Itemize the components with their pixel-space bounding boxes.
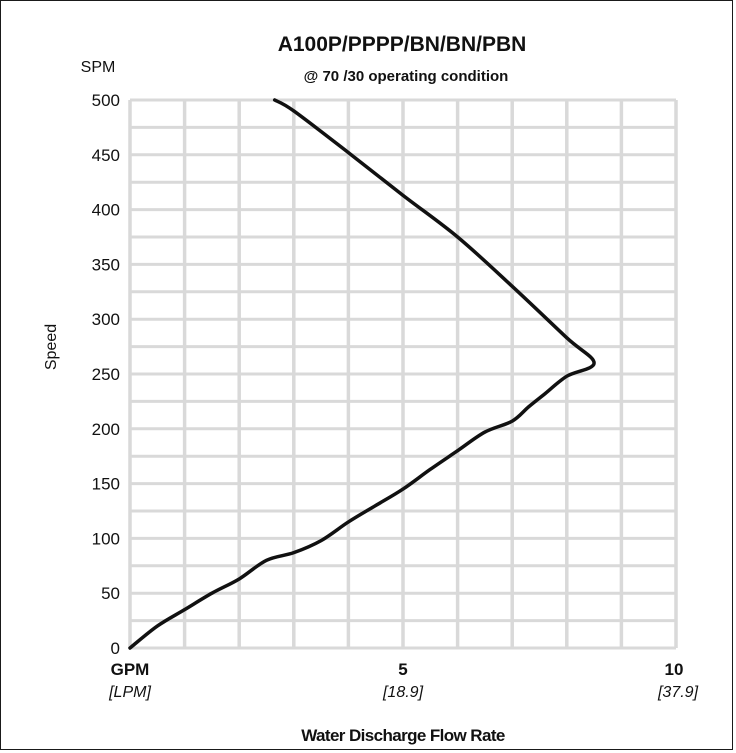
y-tick-label: 150 (92, 475, 120, 494)
grid (128, 98, 678, 650)
y-tick-label: 450 (92, 146, 120, 165)
x-tick-labels: GPM [LPM] 5 [18.9] 10 [37.9] (108, 660, 698, 701)
y-tick-label: 350 (92, 255, 120, 274)
x-tick-sublabel: [LPM] (108, 684, 151, 701)
chart-subtitle: @ 70 /30 operating condition (304, 68, 509, 85)
marks (128, 98, 596, 650)
y-tick-label: 300 (92, 310, 120, 329)
y-tick-label: 0 (111, 639, 120, 658)
series-line (128, 98, 596, 650)
y-tick-label: 250 (92, 365, 120, 384)
y-tick-labels: 0 50 100 150 200 250 300 350 400 450 500 (92, 91, 120, 658)
x-tick-sublabel: [18.9] (382, 684, 424, 701)
y-tick-label: 500 (92, 91, 120, 110)
y-tick-label: 100 (92, 529, 120, 548)
chart-title: A100P/PPPP/BN/BN/PBN (278, 33, 527, 56)
x-tick-sublabel: [37.9] (657, 684, 699, 701)
x-tick-label: 10 (665, 660, 684, 679)
x-axis-title: Water Discharge Flow Rate (301, 726, 505, 745)
y-unit-label: SPM (81, 59, 116, 76)
y-tick-label: 200 (92, 420, 120, 439)
y-tick-label: 400 (92, 201, 120, 220)
x-tick-label: GPM (111, 660, 150, 679)
x-tick-label: 5 (398, 660, 407, 679)
y-tick-label: 50 (101, 584, 120, 603)
y-axis-title: Speed (43, 324, 60, 370)
